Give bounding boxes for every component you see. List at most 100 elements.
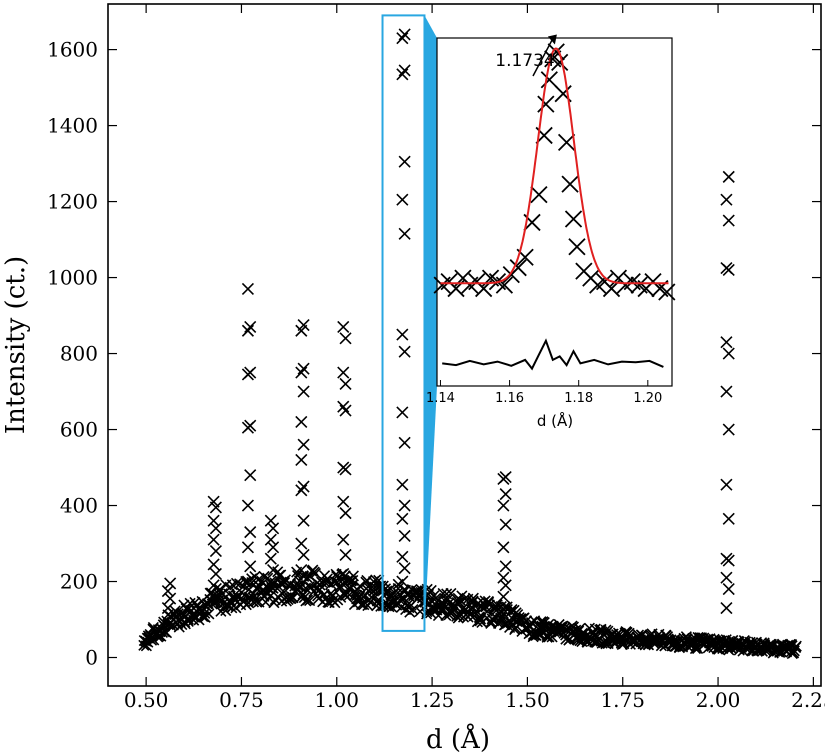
- main-peak-point: [396, 478, 409, 491]
- main-peak-point: [209, 545, 222, 558]
- peak-annotation-arrow: [532, 38, 554, 77]
- main-data-point: [230, 577, 243, 589]
- main-peak-point: [396, 575, 409, 588]
- main-peak-point: [297, 548, 310, 561]
- main-data-point: [600, 638, 612, 650]
- main-peak-point: [244, 469, 257, 482]
- main-peak-point: [337, 533, 350, 546]
- main-peak-point: [207, 495, 220, 508]
- main-peak-point: [396, 550, 409, 563]
- main-y-tick-label: 600: [60, 418, 98, 442]
- main-y-tick-label: 1000: [47, 266, 98, 290]
- main-y-ticks: 0 200 400 600 800 1000 1200 1400 1600: [47, 38, 821, 670]
- main-data-point: [692, 642, 704, 655]
- main-x-tick-label: 1.50: [505, 688, 550, 712]
- peak-annotation-arrowhead: [547, 34, 557, 45]
- main-peak-point: [398, 345, 411, 358]
- main-y-tick-label: 1600: [47, 38, 98, 62]
- inset-data-point: [530, 185, 548, 204]
- main-peak-point: [398, 529, 411, 542]
- main-data-point: [441, 588, 453, 600]
- main-data-point: [321, 573, 333, 585]
- main-data-point: [200, 600, 213, 612]
- main-data-point: [623, 627, 635, 639]
- inset-background: [437, 38, 672, 386]
- main-x-ticks: 0.50 0.75 1.00 1.25 1.50 1.75 2.00 2.25: [124, 4, 825, 712]
- main-data-point: [347, 570, 359, 582]
- inset-plot: 1.14 1.16 1.18 1.20 d (Å) 1.1734: [426, 34, 676, 430]
- main-peak-point: [396, 68, 409, 81]
- main-x-tick-label: 1.00: [315, 688, 360, 712]
- inset-data-point: [564, 210, 583, 228]
- main-peak-point: [241, 575, 254, 588]
- main-peak-point: [499, 579, 512, 592]
- inset-fit-curve: [440, 47, 669, 285]
- inset-data-point: [495, 276, 514, 294]
- main-data-point: [203, 608, 215, 620]
- main-plot-frame: [107, 3, 822, 687]
- main-peak-point: [722, 347, 735, 360]
- main-data-point: [445, 587, 457, 600]
- main-peak-point: [720, 602, 733, 615]
- main-peak-point: [499, 560, 512, 573]
- main-peak-point: [499, 488, 512, 501]
- main-y-tick-label: 200: [60, 570, 98, 594]
- main-peak-point: [244, 419, 257, 432]
- main-x-tick-label: 0.50: [124, 688, 169, 712]
- inset-x-tick-label: 1.16: [495, 391, 524, 406]
- main-peak-point: [295, 484, 308, 497]
- main-peak-point: [295, 564, 308, 577]
- main-peak-point: [244, 366, 257, 379]
- main-data-point: [530, 629, 542, 641]
- inset-data-point: [540, 71, 558, 89]
- main-y-tick-label: 400: [60, 494, 98, 518]
- main-peak-point: [722, 423, 735, 436]
- main-data-point: [496, 611, 508, 623]
- main-peak-point: [722, 214, 735, 227]
- main-peak-point: [209, 522, 222, 535]
- main-peak-point: [720, 571, 733, 584]
- main-peak-point: [339, 507, 352, 520]
- main-x-tick-label: 2.25: [791, 688, 825, 712]
- main-y-tick-label: 800: [60, 342, 98, 366]
- main-x-tick-label: 1.25: [410, 688, 455, 712]
- main-peak-point: [244, 320, 257, 334]
- main-peak-point: [337, 400, 350, 413]
- inset-x-ticks: 1.14 1.16 1.18 1.20: [426, 380, 662, 406]
- main-peak-point: [297, 514, 310, 527]
- main-peak-point: [267, 522, 280, 535]
- main-peak-point: [267, 541, 280, 554]
- main-peak-point: [264, 514, 277, 527]
- main-peak-point: [337, 320, 350, 334]
- main-peak-point: [396, 512, 409, 525]
- main-peak-point: [241, 499, 254, 512]
- inset-data-point: [557, 133, 576, 152]
- inset-data-point: [568, 238, 586, 256]
- main-peak-point: [241, 541, 254, 554]
- main-peak-point: [398, 562, 411, 575]
- main-peak-point: [267, 564, 280, 577]
- main-x-tick-label: 1.75: [600, 688, 645, 712]
- main-data-point: [459, 593, 471, 605]
- main-data-point: [347, 574, 359, 586]
- main-peak-point: [207, 579, 220, 592]
- inset-x-tick-label: 1.14: [426, 391, 455, 406]
- peak-annotation: 1.1734: [495, 34, 557, 77]
- main-x-axis-label: d (Å): [426, 723, 490, 755]
- main-peak-point: [207, 558, 220, 571]
- main-peak-point: [398, 64, 411, 77]
- main-peak-point: [396, 32, 409, 45]
- main-data-point: [301, 572, 313, 584]
- main-peak-point: [295, 415, 308, 429]
- main-peak-point: [398, 155, 411, 168]
- main-peak-point: [161, 584, 174, 598]
- main-peak-point: [295, 366, 308, 379]
- main-peak-point: [337, 366, 350, 379]
- main-data-point: [301, 594, 314, 606]
- main-data-point: [407, 603, 419, 616]
- main-peak-point: [339, 548, 352, 561]
- inset-data-point: [551, 53, 569, 71]
- main-data-point: [199, 607, 211, 619]
- main-data-point: [304, 594, 316, 607]
